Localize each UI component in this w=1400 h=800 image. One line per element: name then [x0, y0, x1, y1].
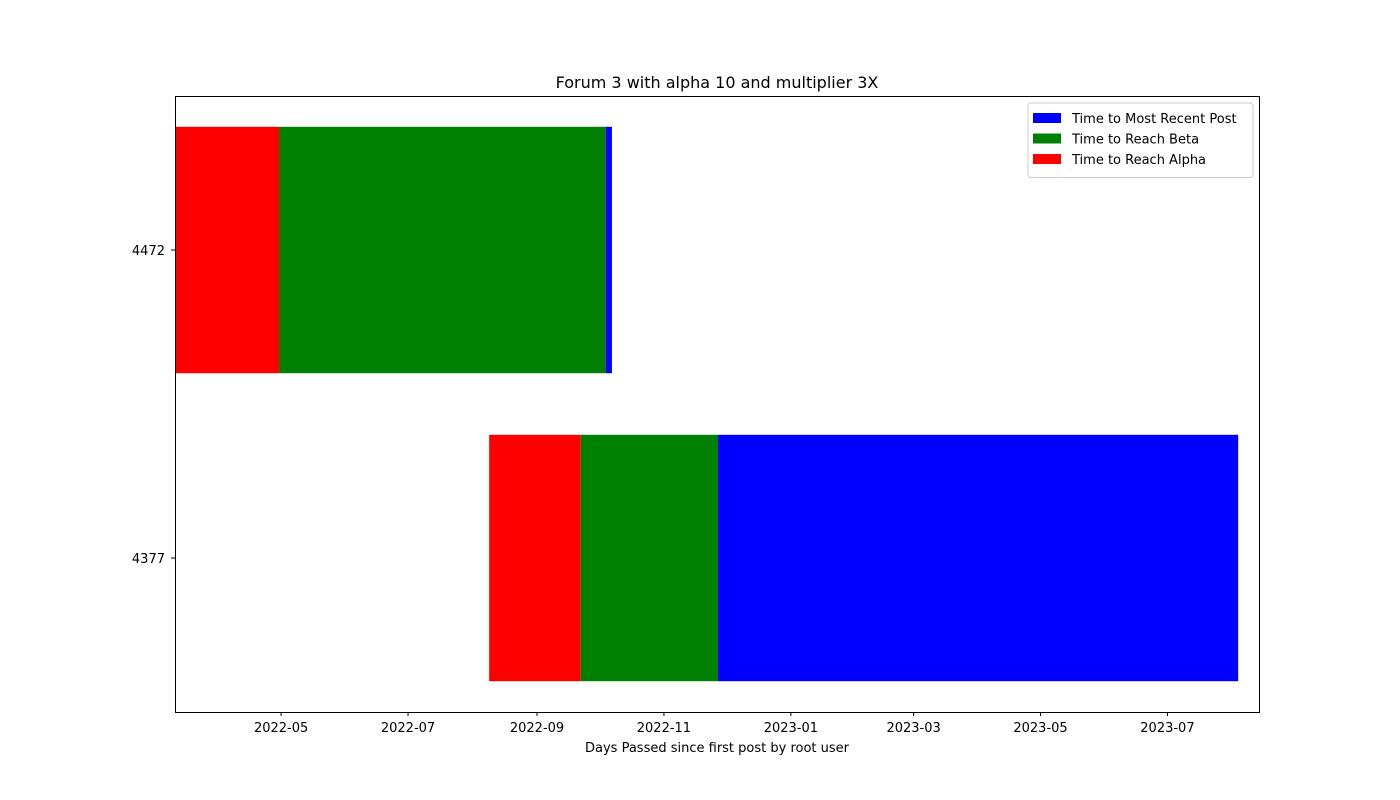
bar-time-to-reach-alpha-4472 — [175, 126, 280, 374]
bar-time-to-most-recent-post-4472 — [605, 126, 612, 374]
bar-time-to-reach-beta-4472 — [279, 126, 606, 374]
bar-time-to-reach-alpha-4377 — [489, 434, 581, 682]
legend-swatch — [1033, 154, 1061, 164]
y-tick-label: 4472 — [132, 244, 165, 259]
y-tick-label: 4377 — [132, 552, 165, 567]
legend-label: Time to Reach Alpha — [1071, 153, 1206, 168]
legend-box — [1027, 102, 1254, 178]
x-tick-label: 2022-11 — [637, 721, 691, 736]
legend-swatch — [1033, 133, 1061, 144]
legend-swatch — [1033, 113, 1061, 123]
legend-label: Time to Most Recent Post — [1071, 112, 1237, 127]
x-axis-ticks: 2022-05 2022-07 2022-09 2022-11 2023-01 2023-… — [254, 712, 1195, 736]
x-tick-label: 2022-07 — [381, 721, 435, 736]
legend: Time to Most Recent Post Time to Reach Be… — [1027, 102, 1254, 178]
x-tick-label: 2022-09 — [510, 721, 564, 736]
bars-layer — [175, 126, 1239, 682]
x-tick-label: 2023-05 — [1013, 721, 1067, 736]
bar-time-to-most-recent-post-4377 — [718, 434, 1239, 682]
x-tick-label: 2023-07 — [1140, 721, 1194, 736]
bar-time-to-reach-beta-4377 — [580, 434, 719, 682]
x-tick-label: 2023-01 — [764, 721, 818, 736]
legend-label: Time to Reach Beta — [1071, 133, 1199, 148]
x-axis-label: Days Passed since first post by root use… — [585, 741, 850, 756]
x-tick-label: 2023-03 — [886, 721, 940, 736]
chart-title: Forum 3 with alpha 10 and multiplier 3X — [556, 73, 879, 92]
plot-frame — [175, 96, 1260, 713]
x-tick-label: 2022-05 — [254, 721, 308, 736]
y-axis-ticks: 4472 4377 — [132, 244, 175, 567]
